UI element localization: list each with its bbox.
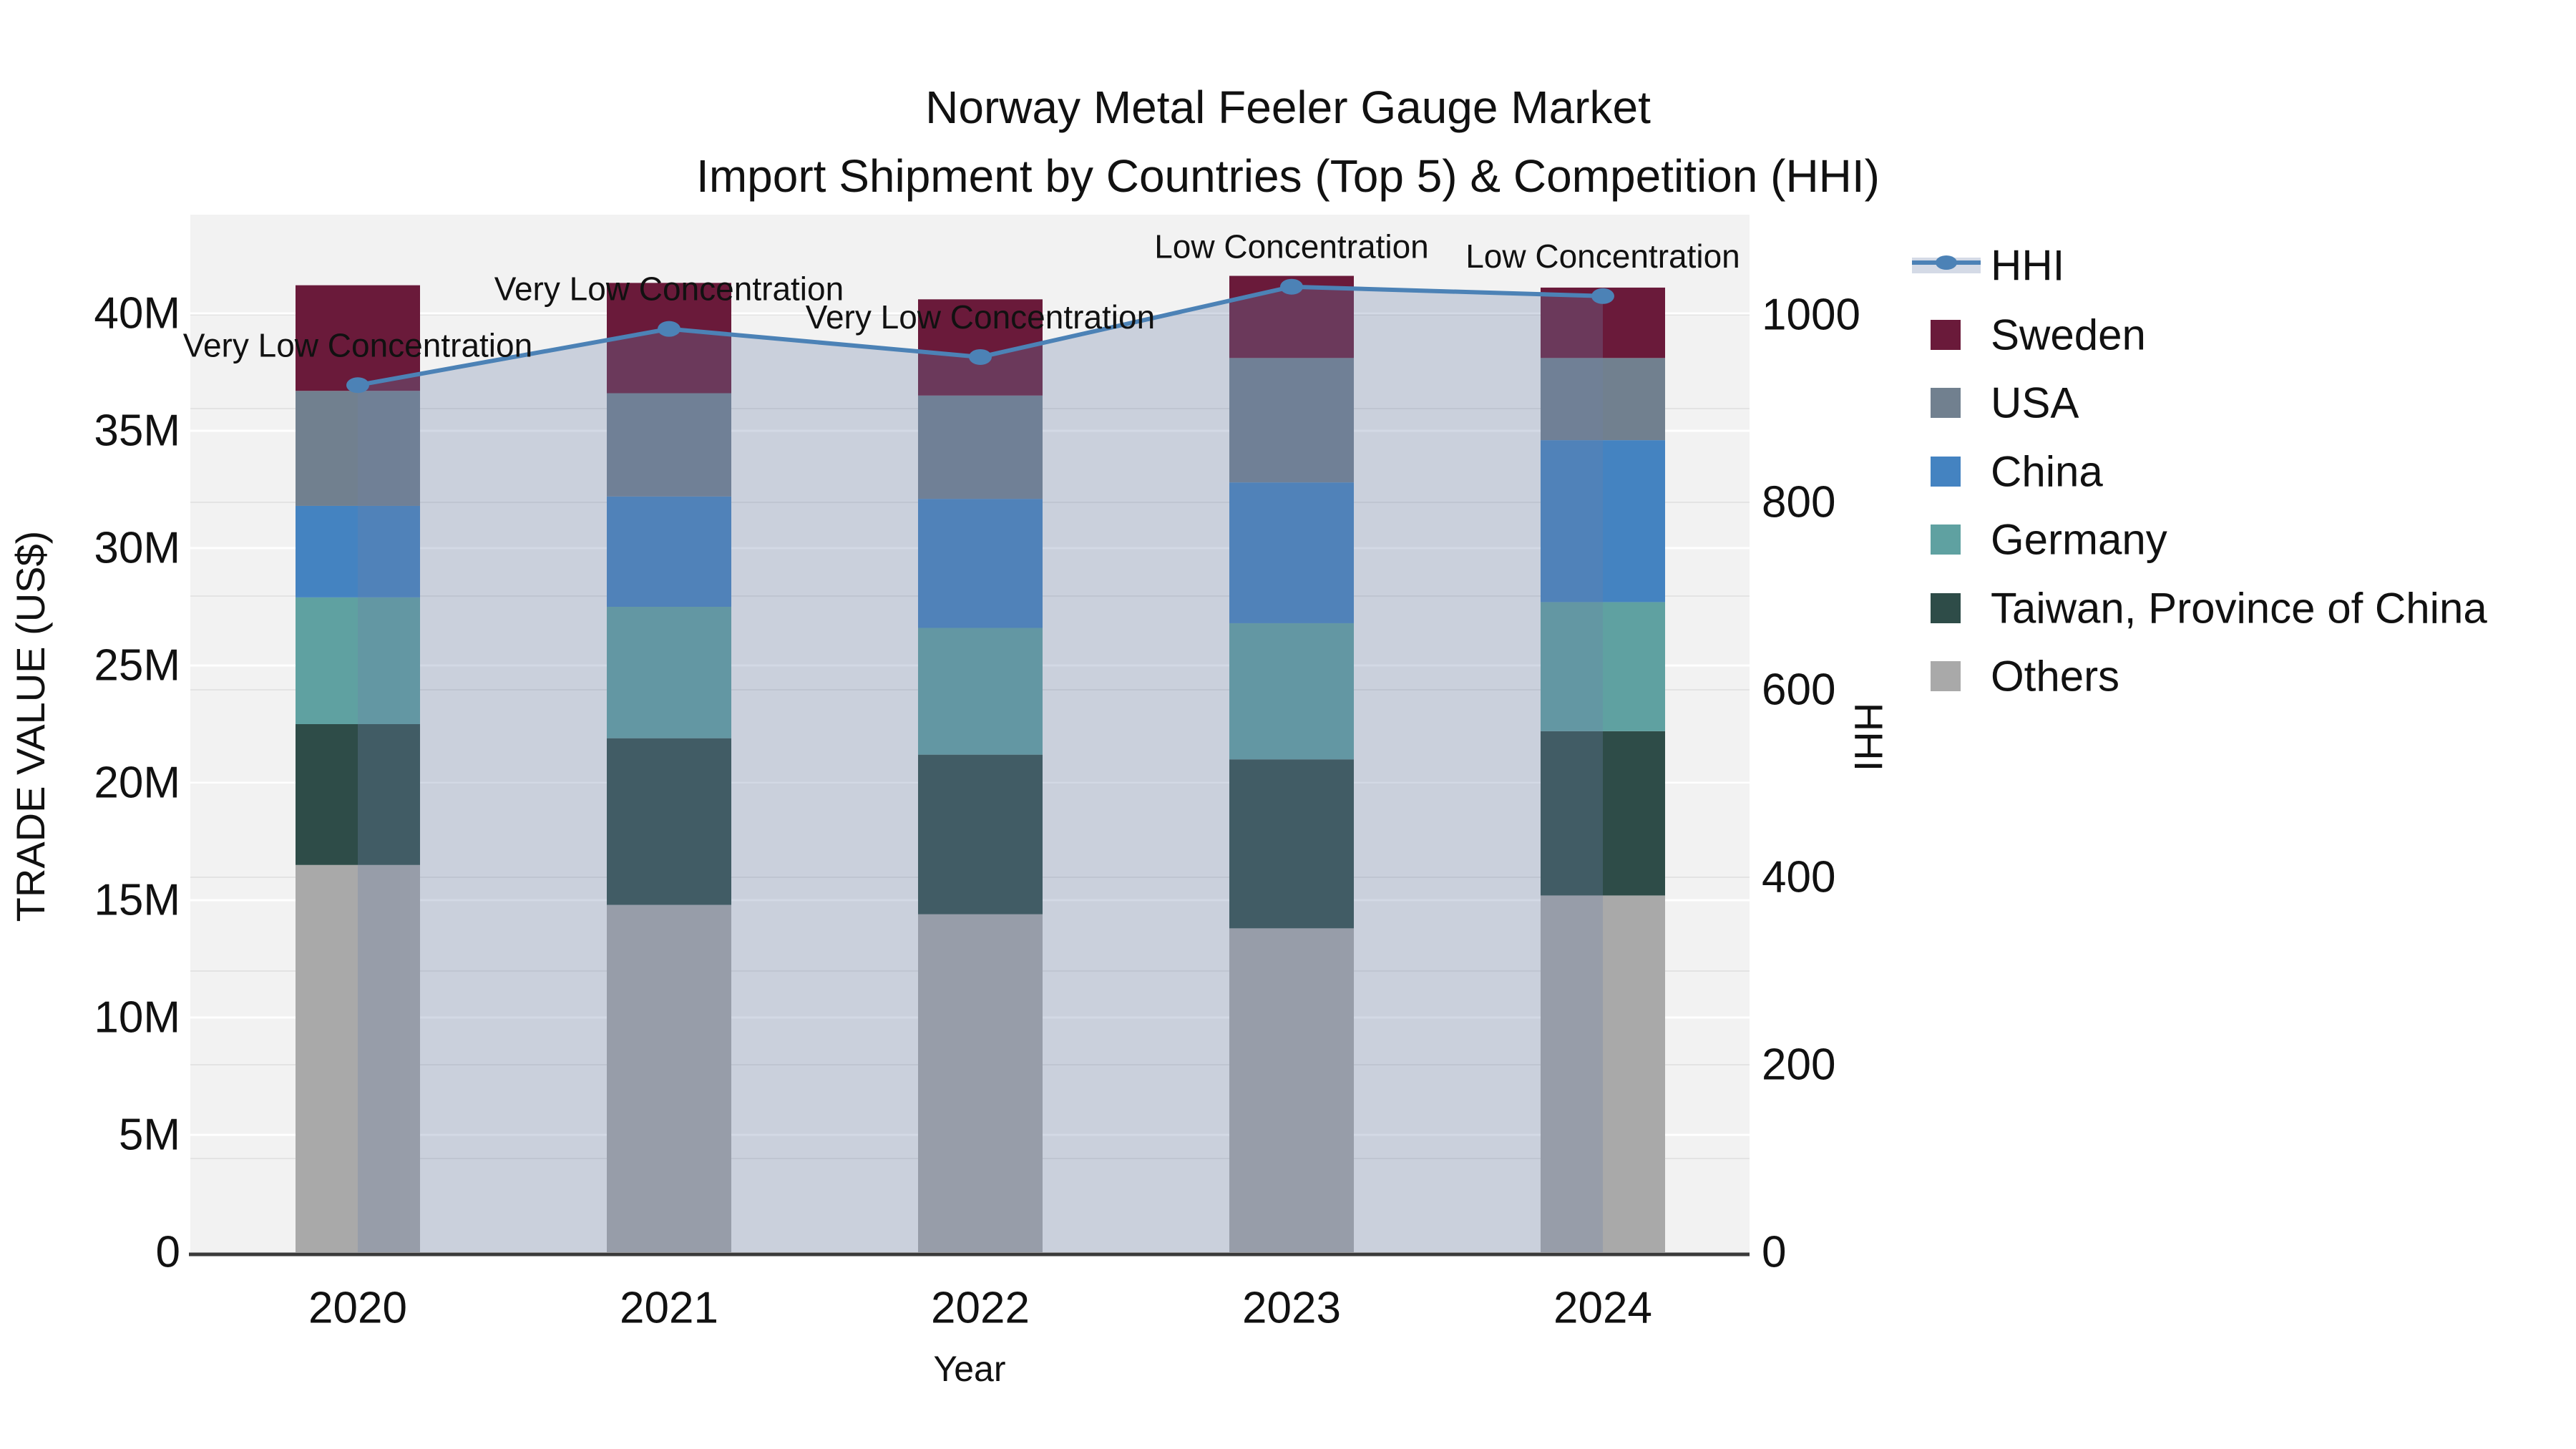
legend-label-usa: USA <box>1991 379 2079 427</box>
chart-title-line2: Import Shipment by Countries (Top 5) & C… <box>696 150 1880 202</box>
legend-swatch-germany <box>1931 525 1961 555</box>
bar-segment-2021-taiwan-province-of-china <box>607 738 731 905</box>
bar-segment-2023-taiwan-province-of-china <box>1229 759 1354 929</box>
bar-segment-2020-taiwan-province-of-china <box>296 724 420 865</box>
x-tick-2020: 2020 <box>308 1284 407 1333</box>
bar-segment-2021-germany <box>607 607 731 738</box>
bar-segment-2020-usa <box>296 391 420 506</box>
left-tick-40M: 40M <box>94 289 180 338</box>
legend-label-sweden: Sweden <box>1991 311 2146 359</box>
bar-segment-2022-germany <box>918 628 1043 755</box>
hhi-line <box>346 278 1614 394</box>
hhi-marker-2021 <box>658 321 680 337</box>
legend-label-china: China <box>1991 448 2103 496</box>
bar-segment-2020-china <box>296 505 420 597</box>
legend-hhi-marker <box>1936 255 1957 270</box>
annotation-2023: Low Concentration <box>1154 228 1429 265</box>
x-tick-2022: 2022 <box>931 1284 1030 1333</box>
right-tick-1000: 1000 <box>1762 291 1860 340</box>
left-tick-35M: 35M <box>94 406 180 456</box>
bar-segment-2023-germany <box>1229 623 1354 760</box>
left-tick-0: 0 <box>156 1228 180 1277</box>
annotation-2022: Very Low Concentration <box>806 298 1155 336</box>
bar-segment-2023-china <box>1229 482 1354 623</box>
bar-segment-2023-others <box>1229 928 1354 1252</box>
legend-swatch-china <box>1931 457 1961 487</box>
bar-segment-2020-sweden <box>296 285 420 391</box>
bar-segment-2021-china <box>607 496 731 607</box>
bar-segment-2024-usa <box>1541 358 1665 441</box>
bar-segment-2020-others <box>296 864 420 1252</box>
annotation-2024: Low Concentration <box>1465 238 1740 275</box>
legend-label-germany: Germany <box>1991 516 2167 564</box>
left-tick-30M: 30M <box>94 524 180 573</box>
left-y-axis-label: TRADE VALUE (US$) <box>8 531 53 922</box>
bar-segment-2024-taiwan-province-of-china <box>1541 731 1665 896</box>
bar-segment-2024-germany <box>1541 602 1665 731</box>
right-y-axis-label: HHI <box>1846 703 1891 771</box>
legend-swatch-sweden <box>1931 320 1961 350</box>
legend-label-others: Others <box>1991 653 2119 701</box>
annotation-2021: Very Low Concentration <box>494 270 844 308</box>
bar-segment-2022-china <box>918 499 1043 628</box>
right-tick-200: 200 <box>1762 1040 1835 1090</box>
left-tick-20M: 20M <box>94 758 180 808</box>
bar-segment-2022-usa <box>918 395 1043 499</box>
left-tick-25M: 25M <box>94 641 180 691</box>
bar-segment-2023-usa <box>1229 358 1354 483</box>
legend: HHI Sweden USA China Germany Taiwan, Province… <box>1912 242 2487 701</box>
bar-segment-2020-germany <box>296 597 420 724</box>
x-tick-2023: 2023 <box>1242 1284 1341 1333</box>
right-tick-400: 400 <box>1762 853 1835 902</box>
legend-swatch-usa <box>1931 388 1961 418</box>
right-tick-600: 600 <box>1762 665 1835 715</box>
bar-segment-2024-china <box>1541 440 1665 602</box>
hhi-marker-2020 <box>346 377 369 394</box>
bar-segment-2021-usa <box>607 393 731 497</box>
bar-segment-2021-others <box>607 904 731 1252</box>
hhi-marker-2024 <box>1591 288 1614 304</box>
x-axis-label: Year <box>933 1349 1005 1389</box>
bar-segment-2022-others <box>918 914 1043 1252</box>
hhi-marker-2023 <box>1280 278 1303 295</box>
bar-segment-2022-taiwan-province-of-china <box>918 754 1043 914</box>
legend-label-taiwan-province-of-china: Taiwan, Province of China <box>1991 585 2487 633</box>
left-tick-5M: 5M <box>119 1111 180 1160</box>
bar-segment-2024-others <box>1541 895 1665 1252</box>
x-tick-2024: 2024 <box>1553 1284 1652 1333</box>
hhi-marker-2022 <box>969 348 992 365</box>
annotation-2020: Very Low Concentration <box>183 326 532 364</box>
legend-label-hhi: HHI <box>1991 242 2064 290</box>
hhi-area <box>358 286 1603 1253</box>
chart-title-line1: Norway Metal Feeler Gauge Market <box>925 82 1651 133</box>
x-tick-2021: 2021 <box>620 1284 718 1333</box>
left-tick-15M: 15M <box>94 876 180 925</box>
right-tick-800: 800 <box>1762 478 1835 527</box>
legend-swatch-taiwan-province-of-china <box>1931 593 1961 623</box>
hhi-area-fill <box>358 286 1603 1253</box>
left-tick-10M: 10M <box>94 993 180 1043</box>
tick-labels: 0 5M 10M 15M 20M 25M 30M 35M 40M 0 200 400 600 800 100… <box>94 289 1860 1333</box>
right-tick-0: 0 <box>1762 1228 1786 1277</box>
legend-swatch-others <box>1931 661 1961 691</box>
